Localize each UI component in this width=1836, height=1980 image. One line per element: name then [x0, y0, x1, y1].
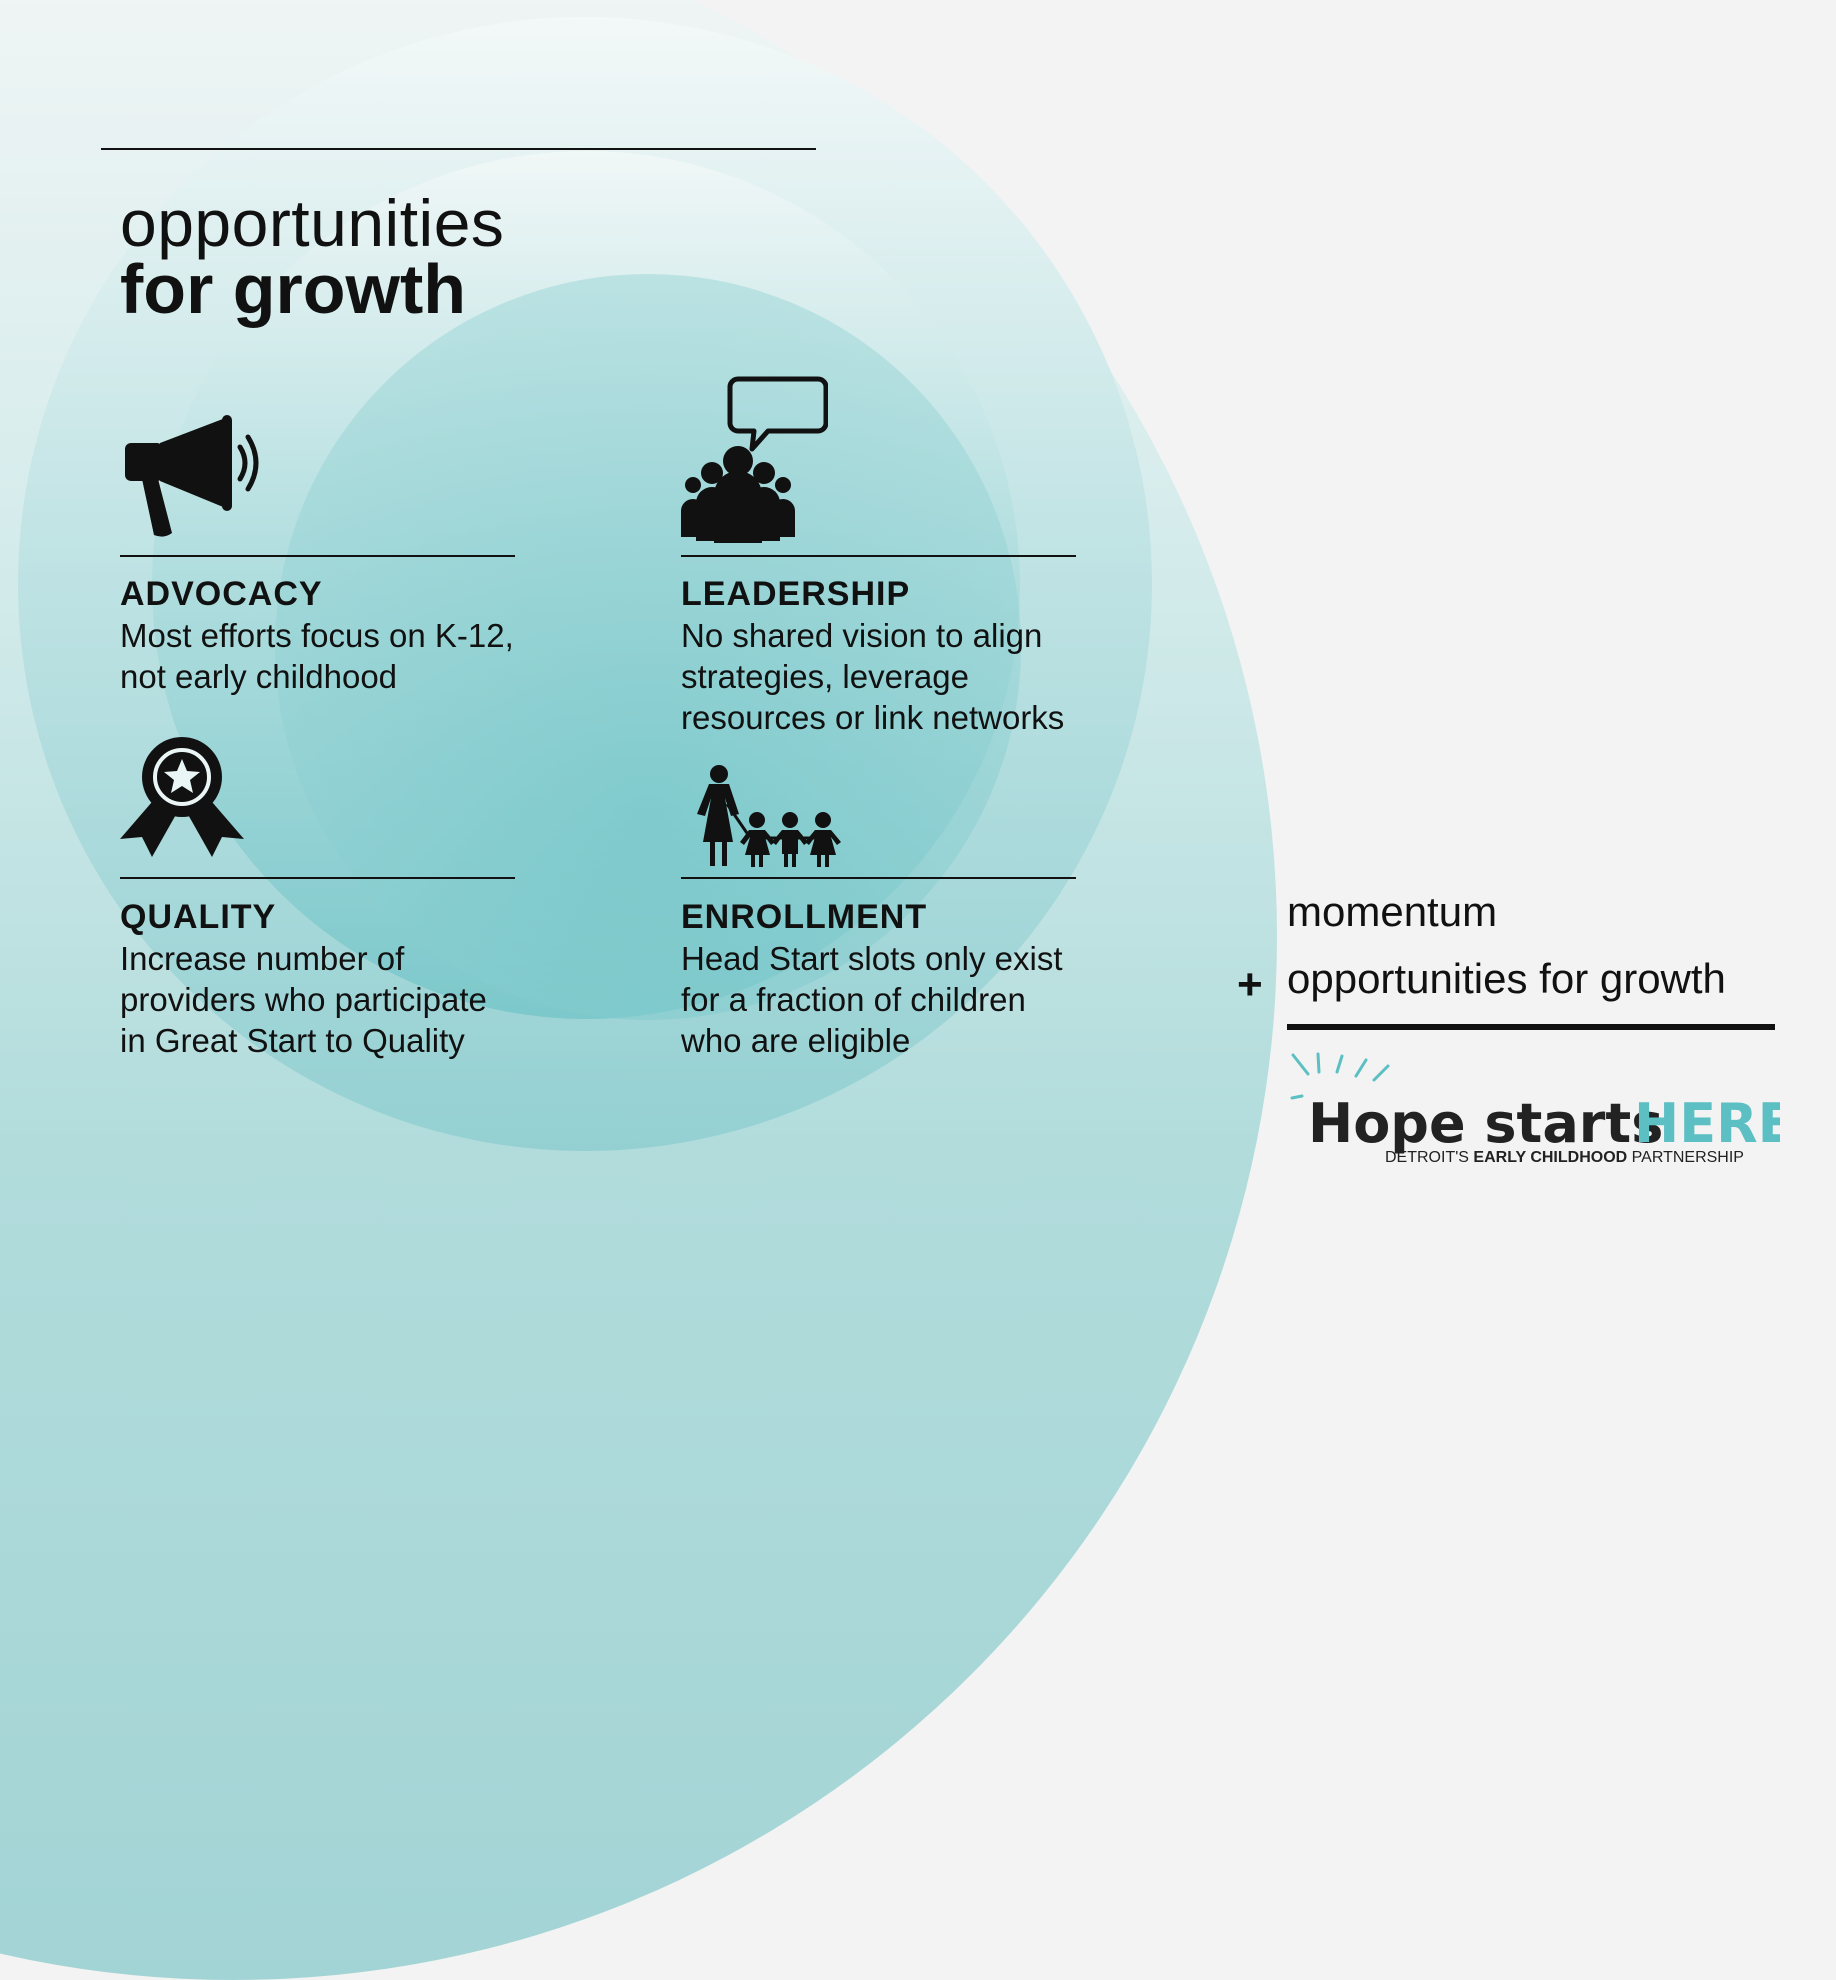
- leadership-description: No shared vision to align strategies, le…: [681, 617, 1065, 736]
- advocacy-description: Most efforts focus on K-12, not early ch…: [120, 617, 514, 695]
- summary-rule: [1287, 1024, 1775, 1030]
- logo-main-accent: HERE: [1634, 1092, 1780, 1155]
- leadership-heading: LEADERSHIP: [681, 575, 911, 613]
- enrollment-rule: [681, 877, 1076, 879]
- advocacy-heading: ADVOCACY: [120, 575, 323, 613]
- title-line-1: opportunities: [120, 186, 505, 260]
- svg-text:DETROIT'S EARLY CHILDHOOD: DETROIT'S EARLY CHILDHOOD PARTNERSHIP: [1385, 1149, 1744, 1166]
- title-rule: [101, 148, 816, 150]
- summary-momentum: momentum: [1287, 888, 1498, 935]
- leadership-rule: [681, 555, 1076, 557]
- summary-plus: +: [1237, 960, 1263, 1009]
- quality-heading: QUALITY: [120, 898, 277, 936]
- megaphone-icon: [125, 415, 259, 537]
- logo-tagline-post: PARTNERSHIP: [1632, 1149, 1744, 1166]
- logo-main-dark: Hope starts: [1308, 1092, 1663, 1155]
- advocacy-rule: [120, 555, 515, 557]
- logo-tagline-bold: EARLY CHILDHOOD: [1473, 1149, 1627, 1166]
- core-circle: [275, 274, 1021, 1020]
- title-line-2: for growth: [120, 250, 467, 328]
- enrollment-description: Head Start slots only exist for a fracti…: [681, 940, 1063, 1059]
- summary-opportunities: opportunities for growth: [1287, 955, 1726, 1002]
- award-ribbon-icon: [120, 737, 244, 857]
- hope-starts-here-logo: Hope starts HERE DETROIT'S EARLY CHILDHO…: [1290, 1052, 1780, 1166]
- quality-rule: [120, 877, 515, 879]
- logo-tagline-pre: DETROIT'S: [1385, 1149, 1469, 1166]
- family-children-icon: [697, 765, 841, 867]
- sunburst-icon: [1290, 1052, 1390, 1100]
- group-speech-bubble-icon: [681, 376, 828, 543]
- quality-description: Increase number of providers who partici…: [120, 940, 487, 1059]
- enrollment-heading: ENROLLMENT: [681, 898, 928, 936]
